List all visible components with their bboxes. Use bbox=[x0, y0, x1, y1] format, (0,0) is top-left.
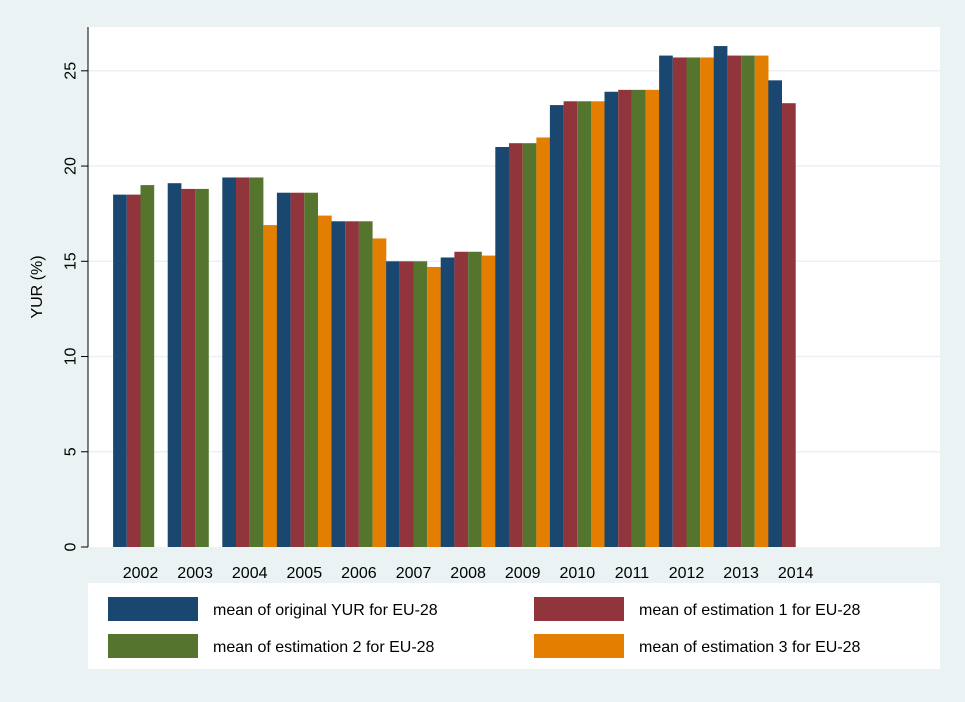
bar-2006-series-2 bbox=[345, 221, 359, 548]
legend-swatch-series-2 bbox=[534, 597, 624, 621]
bar-2012-series-1 bbox=[659, 55, 673, 547]
bar-2008-series-3 bbox=[468, 251, 482, 547]
y-tick-label: 20 bbox=[63, 157, 80, 175]
x-tick-label: 2008 bbox=[450, 565, 486, 582]
bar-2011-series-2 bbox=[618, 89, 632, 547]
x-tick-label: 2007 bbox=[396, 565, 432, 582]
x-tick-label: 2012 bbox=[669, 565, 705, 582]
bar-2006-series-3 bbox=[358, 221, 373, 548]
y-axis-label: YUR (%) bbox=[29, 255, 46, 318]
bar-2005-series-3 bbox=[304, 192, 318, 547]
bar-2007-series-4 bbox=[427, 267, 441, 547]
legend-label-series-2: mean of estimation 1 for EU-28 bbox=[639, 602, 861, 619]
legend-label-series-3: mean of estimation 2 for EU-28 bbox=[213, 639, 435, 656]
bar-2004-series-4 bbox=[263, 225, 278, 547]
y-tick-label: 25 bbox=[63, 62, 80, 80]
legend-box bbox=[88, 583, 940, 669]
bar-2004-series-3 bbox=[249, 177, 264, 547]
legend-swatch-series-1 bbox=[108, 597, 198, 621]
bar-2012-series-4 bbox=[700, 57, 714, 547]
bar-2012-series-2 bbox=[672, 57, 687, 547]
bar-2005-series-1 bbox=[276, 192, 291, 547]
bar-2011-series-3 bbox=[631, 89, 646, 547]
bar-2009-series-2 bbox=[509, 143, 523, 547]
x-tick-label: 2009 bbox=[505, 565, 541, 582]
x-tick-label: 2003 bbox=[177, 565, 213, 582]
x-tick-label: 2013 bbox=[723, 565, 759, 582]
bar-2013-series-3 bbox=[741, 55, 755, 547]
bar-2014-series-2 bbox=[782, 103, 796, 547]
bar-2004-series-1 bbox=[222, 177, 236, 547]
bar-2002-series-2 bbox=[126, 194, 141, 547]
bar-2013-series-1 bbox=[713, 46, 728, 548]
bar-2010-series-3 bbox=[577, 101, 591, 548]
bar-2010-series-2 bbox=[563, 101, 578, 548]
bar-2009-series-3 bbox=[522, 143, 537, 547]
bar-2004-series-2 bbox=[236, 177, 250, 547]
bar-2008-series-2 bbox=[454, 251, 469, 547]
bar-2006-series-4 bbox=[372, 238, 387, 547]
bar-2003-series-1 bbox=[167, 183, 182, 547]
x-tick-label: 2010 bbox=[560, 565, 596, 582]
bar-2007-series-2 bbox=[399, 261, 414, 547]
x-tick-label: 2006 bbox=[341, 565, 377, 582]
x-tick-label: 2005 bbox=[287, 565, 323, 582]
bar-2010-series-4 bbox=[591, 101, 605, 548]
y-tick-label: 5 bbox=[63, 447, 80, 456]
bar-2006-series-1 bbox=[331, 221, 346, 548]
bar-2007-series-3 bbox=[413, 261, 428, 547]
bar-2002-series-1 bbox=[113, 194, 127, 547]
legend: mean of original YUR for EU-28 mean of es… bbox=[108, 597, 861, 658]
x-axis-ticks: 2002 2003 2004 2005 2006 2007 2008 2009 2010 2011… bbox=[123, 565, 814, 582]
bar-2014-series-1 bbox=[768, 80, 782, 547]
bar-2009-series-1 bbox=[495, 147, 509, 547]
bar-2009-series-4 bbox=[536, 137, 551, 547]
bar-2013-series-4 bbox=[754, 55, 769, 547]
bar-2002-series-3 bbox=[140, 185, 155, 547]
bar-2005-series-4 bbox=[318, 215, 332, 548]
bar-2013-series-2 bbox=[727, 55, 742, 547]
bar-2003-series-3 bbox=[195, 188, 209, 547]
y-tick-label: 0 bbox=[63, 542, 80, 551]
y-tick-label: 10 bbox=[63, 348, 80, 366]
x-tick-label: 2004 bbox=[232, 565, 268, 582]
y-tick-label: 15 bbox=[63, 252, 80, 270]
x-tick-label: 2011 bbox=[615, 565, 650, 582]
bar-2011-series-1 bbox=[604, 91, 619, 547]
bar-2003-series-2 bbox=[181, 188, 196, 547]
bar-2008-series-1 bbox=[440, 257, 455, 547]
legend-swatch-series-4 bbox=[534, 634, 624, 658]
legend-swatch-series-3 bbox=[108, 634, 198, 658]
bar-2010-series-1 bbox=[549, 105, 564, 547]
x-tick-label: 2014 bbox=[778, 565, 814, 582]
y-axis-ticks: 0 5 10 15 20 25 bbox=[63, 62, 88, 551]
bar-2005-series-2 bbox=[290, 192, 305, 547]
legend-label-series-4: mean of estimation 3 for EU-28 bbox=[639, 639, 861, 656]
bar-2008-series-4 bbox=[481, 255, 496, 548]
bar-2012-series-3 bbox=[686, 57, 701, 547]
legend-label-series-1: mean of original YUR for EU-28 bbox=[213, 602, 438, 619]
bar-2011-series-4 bbox=[645, 89, 660, 547]
x-tick-label: 2002 bbox=[123, 565, 159, 582]
bars bbox=[113, 46, 796, 548]
bar-2007-series-1 bbox=[386, 261, 400, 547]
